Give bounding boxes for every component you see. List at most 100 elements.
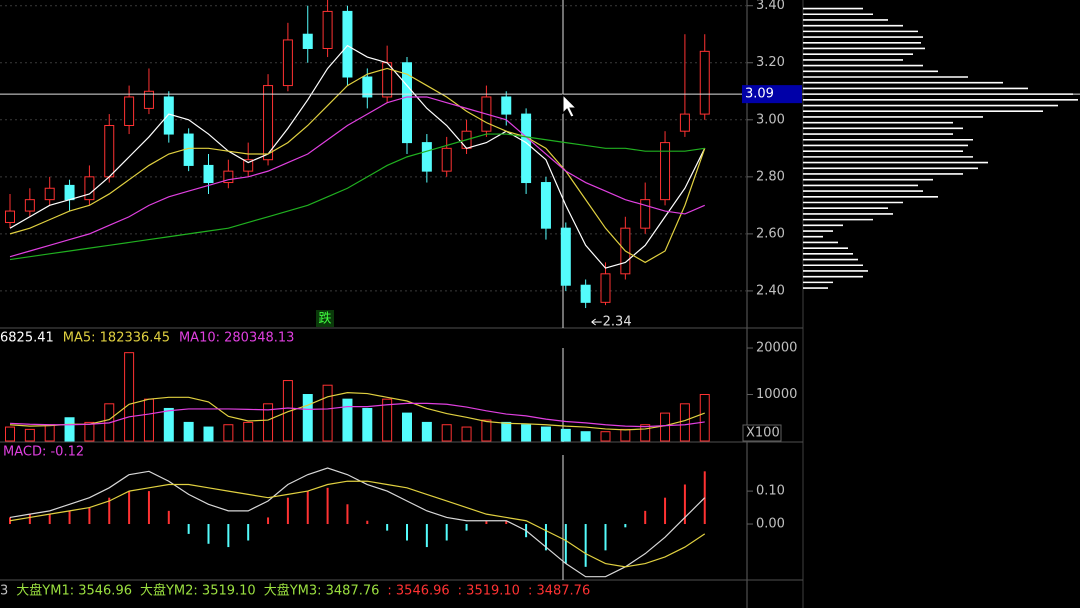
low-label: 2.34 (603, 315, 632, 330)
candle-body (441, 147, 452, 172)
candle-body (263, 85, 274, 161)
indicator-label: 6825.41 (0, 331, 54, 346)
candle-body (540, 182, 551, 229)
candle-body (660, 142, 671, 201)
indicator-line (9, 133, 705, 261)
volume-bar (679, 403, 690, 442)
indicator-line (9, 67, 706, 264)
candle-body (362, 76, 373, 98)
volume-bar (322, 384, 333, 442)
footer-label: 大盘YM3: 3487.76 (264, 583, 380, 599)
volume-bar (263, 403, 274, 442)
indicator-label: MA10: 280348.13 (179, 331, 294, 346)
y-tick-label: 2.60 (756, 226, 785, 241)
footer-label: : 3546.96 (387, 584, 449, 599)
volume-bar (124, 352, 135, 442)
volume-bar (600, 431, 611, 442)
candle-body (501, 96, 512, 115)
price-tag (742, 85, 802, 104)
volume-bar (64, 417, 75, 442)
volume-bar (560, 428, 571, 442)
y-tick-label: 20000 (756, 341, 797, 356)
footer-label: 大盘YM1: 3546.96 (16, 583, 132, 599)
volume-bar (402, 412, 412, 442)
candle-body (600, 273, 611, 303)
signal-label: 跌 (318, 311, 331, 327)
volume-bar (143, 398, 154, 442)
indicator-line (9, 96, 705, 258)
y-tick-label: 0.00 (756, 517, 785, 532)
volume-bar (223, 424, 234, 442)
indicator-label: MA5: 182336.45 (63, 331, 170, 346)
volume-bar (620, 428, 631, 442)
footer-label: 大盘YM2: 3519.10 (140, 583, 256, 599)
volume-bar (382, 398, 393, 442)
candle-body (560, 227, 571, 286)
volume-bar (342, 398, 353, 442)
volume-bar (501, 421, 512, 442)
candle-body (64, 184, 75, 201)
volume-bar (203, 426, 214, 442)
candle-body (580, 284, 591, 303)
candle-body (322, 10, 333, 49)
candle-body (5, 210, 15, 223)
volume-bar (302, 394, 313, 442)
candle-body (640, 199, 651, 229)
indicator-line (9, 402, 705, 428)
macd-title: MACD: -0.12 (3, 445, 84, 460)
candle-body (124, 96, 135, 126)
footer-label: : 3487.76 (528, 584, 590, 599)
candle-body (143, 90, 154, 109)
volume-bar (640, 424, 651, 442)
candle-body (699, 50, 710, 115)
candle-body (203, 164, 214, 184)
candle-body (84, 176, 95, 201)
y-tick-label: 3.40 (756, 0, 785, 13)
volume-bar (540, 426, 551, 442)
volume-bar (24, 428, 35, 442)
y-tick-label: 10000 (756, 387, 797, 402)
candle-body (24, 199, 35, 212)
volume-bar (44, 424, 55, 442)
volume-bar (183, 421, 194, 442)
volume-bar (521, 424, 532, 442)
candle-body (104, 124, 115, 178)
volume-bar (580, 431, 591, 442)
mouse-cursor (562, 93, 578, 118)
y-tick-label: 2.80 (756, 169, 785, 184)
signal-box (316, 310, 334, 327)
footer-label: : 3519.10 (458, 584, 520, 599)
unit-box (742, 424, 782, 442)
y-tick-label: 3.00 (756, 112, 785, 127)
volume-bar (461, 426, 472, 442)
unit-label: X100 (746, 426, 780, 441)
price-tag-label: 3.09 (745, 87, 774, 102)
candle-body (223, 170, 234, 184)
y-tick-label: 0.10 (756, 484, 785, 499)
volume-bar (163, 407, 174, 442)
volume-bar (660, 412, 671, 442)
candle-body (302, 33, 313, 49)
candle-body (521, 113, 532, 184)
volume-bar (421, 421, 432, 442)
volume-bar (5, 426, 15, 442)
volume-bar (481, 419, 492, 442)
indicator-line (9, 480, 706, 568)
volume-bar (362, 407, 373, 442)
candle-body (421, 142, 432, 172)
indicator-line (9, 467, 706, 578)
volume-bar (699, 394, 710, 442)
volume-bar (84, 421, 95, 442)
candle-body (679, 113, 690, 132)
candle-body (342, 10, 353, 78)
footer-label: 3 (0, 584, 8, 599)
y-tick-label: 2.40 (756, 283, 785, 298)
y-tick-label: 3.20 (756, 55, 785, 70)
candle-body (282, 39, 293, 87)
indicator-line (9, 44, 706, 269)
low-arrow-head (591, 318, 596, 326)
